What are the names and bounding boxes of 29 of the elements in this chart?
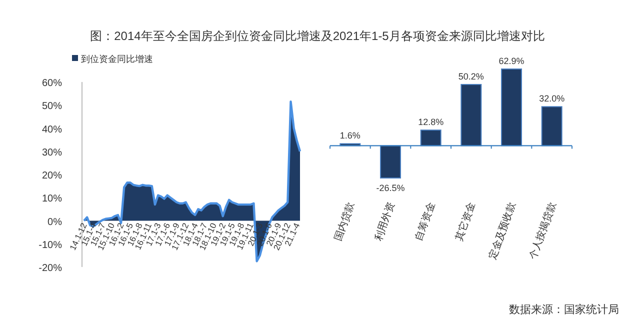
y-tick-label: 30% (42, 147, 62, 158)
data-label: 50.2% (458, 71, 484, 82)
data-label: 1.6% (340, 130, 360, 141)
data-label: 12.8% (418, 117, 444, 128)
y-tick-label: 10% (42, 194, 62, 205)
source-note: 数据来源：国家统计局 (509, 303, 619, 316)
x-tick-label: 利用外资 (372, 200, 398, 242)
y-tick-label: -20% (38, 263, 62, 274)
x-tick-label: 自筹资金 (412, 200, 438, 242)
y-tick-label: 60% (42, 78, 62, 89)
x-tick-label: 国内贷款 (332, 200, 357, 242)
y-tick-label: 40% (42, 124, 62, 136)
bar (501, 68, 522, 146)
y-tick-label: -10% (38, 240, 62, 251)
bar (460, 84, 482, 146)
data-label: -26.5% (376, 183, 405, 193)
x-tick-label: 个人按揭贷款 (526, 200, 559, 262)
data-label: 32.0% (539, 94, 565, 104)
bar (420, 130, 442, 146)
x-tick-label: 其它资金 (453, 200, 478, 242)
x-tick-label: 定金及预收款 (486, 200, 518, 262)
bar (541, 106, 562, 146)
data-label: 62.9% (498, 56, 524, 66)
y-tick-label: 0% (48, 216, 62, 228)
bar (380, 145, 401, 178)
chart-title: 图：2014年至今全国房企到位资金同比增速及2021年1-5月各项资金来源同比增速对比 (90, 29, 545, 43)
y-tick-label: 50% (42, 101, 62, 112)
legend-label: 到位资金同比增速 (81, 54, 153, 64)
y-tick-label: 20% (42, 170, 62, 182)
